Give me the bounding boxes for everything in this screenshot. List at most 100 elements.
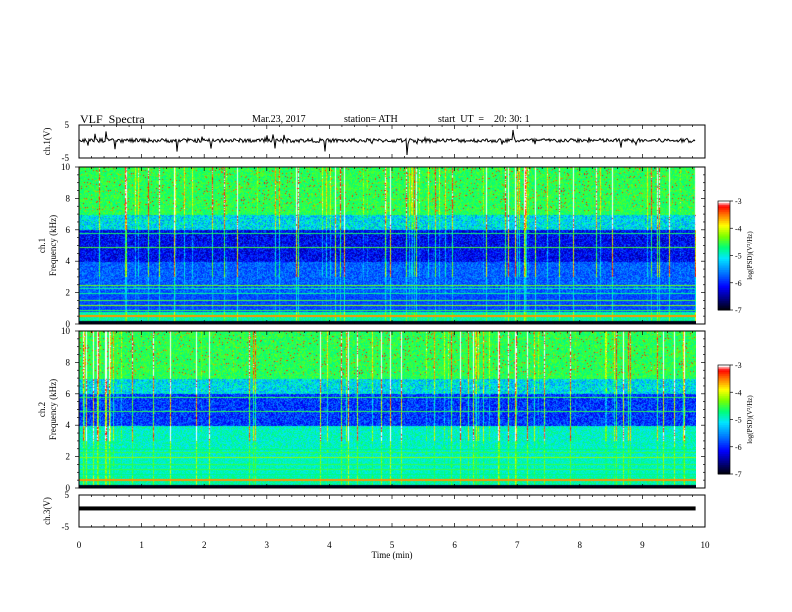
x-tick-label: 8 <box>578 540 583 550</box>
colorbar-segment <box>718 384 730 388</box>
colorbar-segment <box>718 293 730 296</box>
y-tick-label: -5 <box>62 153 70 163</box>
colorbar-segment <box>718 459 730 462</box>
colorbar-segment <box>718 308 730 311</box>
spectrogram-channel-label: ch.2 <box>37 402 47 417</box>
y-axis-label: Frequency (kHz) <box>48 379 58 440</box>
colorbar-segment <box>718 419 730 422</box>
colorbar-segment <box>718 217 730 220</box>
colorbar-segment <box>718 284 730 287</box>
colorbar-segment <box>718 295 730 298</box>
colorbar-segment <box>718 374 730 377</box>
station-label: station= ATH <box>344 114 398 125</box>
colorbar-segment <box>718 379 730 382</box>
colorbar-segment <box>718 432 730 435</box>
colorbar-segment <box>718 306 730 309</box>
colorbar-segment <box>718 224 730 227</box>
colorbar-segment <box>718 403 730 406</box>
ch3-trace <box>79 506 696 511</box>
colorbar-segment <box>718 443 730 446</box>
colorbar-segment <box>718 286 730 289</box>
spec2-raster <box>79 331 696 488</box>
colorbar-segment <box>718 264 730 267</box>
colorbar-segment <box>718 202 730 206</box>
panel-frame-4 <box>78 494 706 528</box>
colorbar-segment <box>718 450 730 453</box>
colorbar-segment <box>718 211 730 215</box>
colorbar-segment <box>718 466 730 470</box>
colorbar-segment <box>718 388 730 391</box>
colorbar-segment <box>718 463 730 466</box>
colorbar-segment <box>718 426 730 430</box>
y-tick-label: 6 <box>66 389 71 399</box>
colorbar-segment <box>718 277 730 280</box>
y-axis-label: ch.3(V) <box>42 497 52 525</box>
y-tick-label: 5 <box>65 120 70 130</box>
colorbar-segment <box>718 273 730 276</box>
colorbar-segment <box>718 434 730 437</box>
colorbar-tick-label: -3 <box>735 361 742 370</box>
colorbar-segment <box>718 394 730 397</box>
colorbar-segment <box>718 404 730 408</box>
y-tick-label: -5 <box>62 522 70 532</box>
colorbar-segment <box>718 237 730 240</box>
colorbar-segment <box>718 401 730 404</box>
colorbar-segment <box>718 406 730 410</box>
date-label: Mar.23, 2017 <box>252 114 306 125</box>
x-tick-label: 6 <box>452 540 457 550</box>
colorbar-segment <box>718 228 730 231</box>
colorbar-segment <box>718 444 730 448</box>
colorbar-segment <box>718 408 730 411</box>
chart-title: VLF Spectra <box>80 112 145 126</box>
y-tick-label: 10 <box>61 162 71 172</box>
colorbar-segment <box>718 390 730 393</box>
x-axis-label: Time (min) <box>372 550 413 560</box>
ch1-spectrogram <box>79 167 696 324</box>
y-tick-label: 0 <box>66 319 71 329</box>
colorbar-segment <box>718 414 730 417</box>
colorbar-segment <box>718 208 730 211</box>
y-tick-label: 0 <box>66 483 71 493</box>
x-tick-label: 2 <box>202 540 207 550</box>
colorbar-segment <box>718 279 730 282</box>
colorbar-segment <box>718 421 730 424</box>
ch2-spectrogram <box>79 331 696 488</box>
colorbar-tick-label: -5 <box>735 252 742 261</box>
y-tick-label: 8 <box>66 357 71 367</box>
colorbar-segment <box>718 251 730 255</box>
colorbar-segment <box>718 248 730 251</box>
colorbar-segment <box>718 220 730 224</box>
y-tick-label: 6 <box>66 225 71 235</box>
colorbar-segment <box>718 201 730 204</box>
y-tick-label: 5 <box>65 490 70 500</box>
colorbar-segment <box>718 259 730 262</box>
x-tick-label: 3 <box>265 540 270 550</box>
colorbar-segment <box>718 226 730 229</box>
colorbar-segment <box>718 448 730 451</box>
colorbar-segment <box>718 375 730 379</box>
colorbar-segment <box>718 392 730 395</box>
x-tick-label: 7 <box>515 540 520 550</box>
colorbar-tick-label: -5 <box>735 416 742 425</box>
colorbar-segment <box>718 455 730 459</box>
colorbar-segment <box>718 210 730 213</box>
colorbar-segment <box>718 377 730 381</box>
colorbar-tick-label: -4 <box>735 388 742 397</box>
colorbar-segment <box>718 222 730 226</box>
colorbar-segment <box>718 215 730 218</box>
colorbar-tick-label: -7 <box>735 470 742 479</box>
colorbar-segment <box>718 271 730 275</box>
colorbar-segment <box>718 452 730 455</box>
colorbar-segment <box>718 423 730 426</box>
colorbar-segment <box>718 250 730 253</box>
colorbar-segment <box>718 410 730 413</box>
colorbar-segment <box>718 461 730 464</box>
colorbar-segment <box>718 397 730 401</box>
colorbar-segment <box>718 246 730 249</box>
colorbar-segment <box>718 383 730 386</box>
y-tick-label: 4 <box>66 256 71 266</box>
colorbar-segment <box>718 399 730 402</box>
colorbar-segment <box>718 430 730 433</box>
colorbar-segment <box>718 415 730 419</box>
panel-frame-1 <box>78 124 706 159</box>
